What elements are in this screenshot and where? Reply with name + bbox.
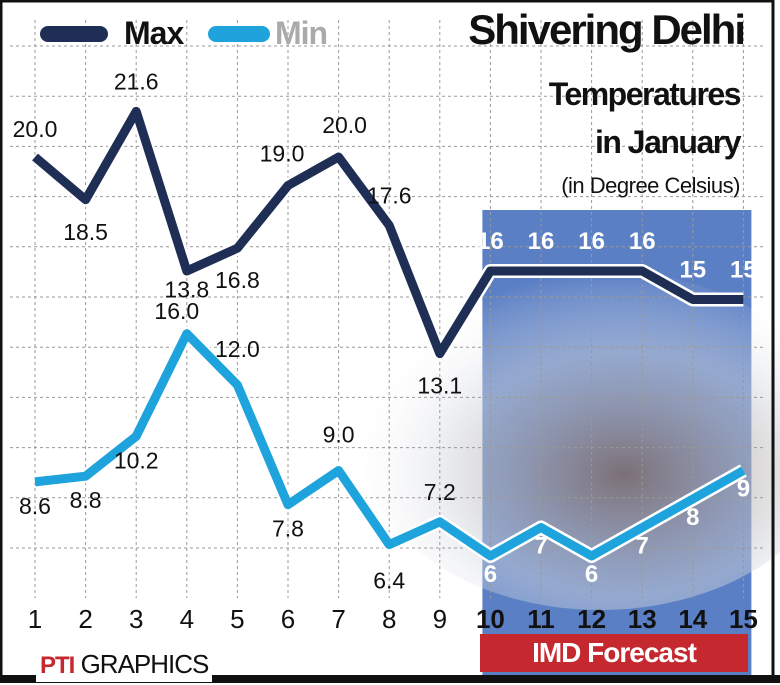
data-label-max: 18.5 bbox=[63, 219, 108, 245]
x-tick-label: 5 bbox=[230, 604, 244, 634]
data-label-min: 8.6 bbox=[19, 493, 51, 519]
data-label-min: 7 bbox=[534, 533, 547, 560]
subtitle-1: Temperatures bbox=[548, 76, 742, 112]
legend-max-label: Max bbox=[124, 15, 184, 51]
x-tick-label: 7 bbox=[331, 604, 345, 634]
data-label-max: 19.0 bbox=[260, 141, 305, 167]
data-label-max: 16 bbox=[629, 228, 656, 255]
credit: PTI GRAPHICS bbox=[36, 648, 213, 682]
series-line-max bbox=[32, 106, 744, 359]
data-label-max: 16.8 bbox=[215, 267, 260, 293]
data-label-min: 6.4 bbox=[373, 568, 405, 594]
forecast-label-text: IMD Forecast bbox=[532, 637, 697, 668]
data-label-max: 15 bbox=[679, 257, 706, 284]
legend-min-label: Min bbox=[275, 15, 328, 51]
data-label-min: 6 bbox=[585, 561, 598, 588]
pti-logo: PTI bbox=[40, 652, 75, 679]
subtitle-2: in January bbox=[594, 124, 742, 160]
x-tick-label: 2 bbox=[78, 604, 92, 634]
data-label-max: 20.0 bbox=[322, 112, 367, 138]
forecast-label: IMD Forecast bbox=[480, 634, 748, 672]
data-label-max: 17.6 bbox=[367, 182, 412, 208]
data-label-max: 16.0 bbox=[154, 298, 199, 324]
x-tick-label: 6 bbox=[281, 604, 295, 634]
subtitle-3: (in Degree Celsius) bbox=[561, 173, 740, 198]
data-label-min: 7.8 bbox=[272, 516, 304, 542]
x-tick-label: 11 bbox=[527, 604, 555, 634]
data-label-min: 8.8 bbox=[70, 487, 102, 513]
x-tick-label: 9 bbox=[433, 604, 447, 634]
x-tick-label: 15 bbox=[729, 604, 758, 634]
x-tick-label: 12 bbox=[577, 604, 606, 634]
data-label-min: 9 bbox=[737, 476, 750, 503]
data-label-max: 15 bbox=[730, 257, 757, 284]
data-label-max: 16 bbox=[477, 228, 504, 255]
x-tick-label: 14 bbox=[678, 604, 707, 634]
data-label-min: 6 bbox=[484, 561, 497, 588]
x-tick-label: 13 bbox=[628, 604, 657, 634]
x-tick-label: 4 bbox=[180, 604, 194, 634]
data-label-min: 10.2 bbox=[114, 447, 159, 473]
data-label-max: 16 bbox=[528, 228, 555, 255]
data-label-min: 8 bbox=[686, 504, 699, 531]
x-tick-label: 8 bbox=[382, 604, 396, 634]
x-tick-label: 10 bbox=[476, 604, 505, 634]
photo-background bbox=[360, 270, 780, 610]
data-label-max: 20.0 bbox=[13, 116, 58, 142]
data-label-min: 7.2 bbox=[424, 479, 456, 505]
data-label-min: 9.0 bbox=[323, 422, 355, 448]
chart-title: Shivering Delhi bbox=[468, 6, 746, 53]
x-tick-label: 3 bbox=[129, 604, 143, 634]
data-label-min: 12.0 bbox=[215, 336, 260, 362]
x-tick-label: 1 bbox=[28, 604, 42, 634]
data-label-max: 16 bbox=[578, 228, 605, 255]
credit-text: GRAPHICS bbox=[80, 649, 210, 679]
series-line-min bbox=[34, 329, 746, 561]
data-label-min: 7 bbox=[636, 533, 649, 560]
data-label-min: 13.8 bbox=[164, 277, 209, 303]
data-label-max: 13.1 bbox=[417, 373, 462, 399]
data-label-max: 21.6 bbox=[114, 68, 159, 94]
